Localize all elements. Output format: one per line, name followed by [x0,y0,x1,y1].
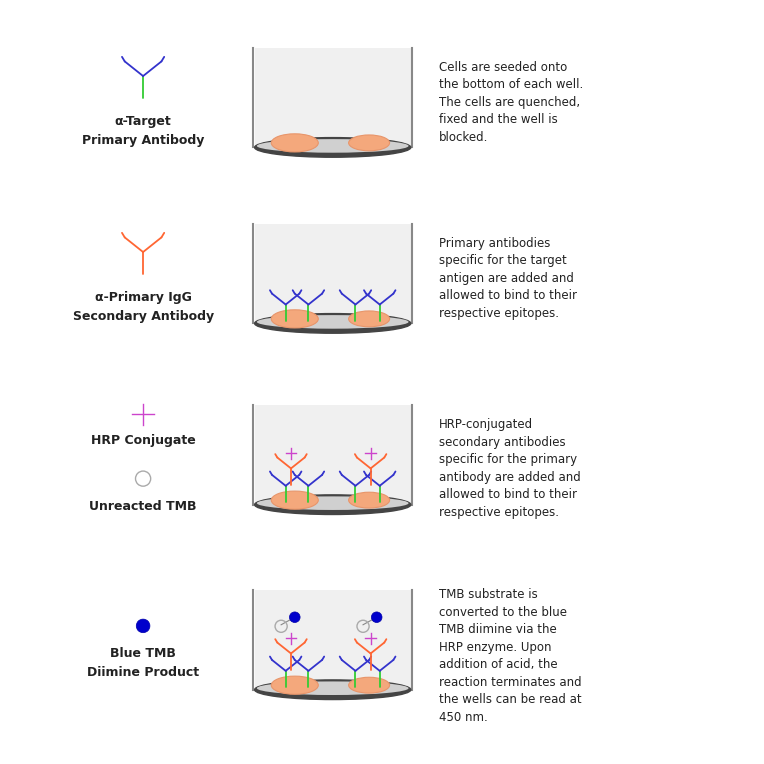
Circle shape [136,619,150,633]
Ellipse shape [271,676,319,694]
Ellipse shape [271,491,319,510]
Ellipse shape [348,311,390,327]
Text: HRP-conjugated
secondary antibodies
specific for the primary
antibody are added : HRP-conjugated secondary antibodies spec… [439,418,581,519]
Ellipse shape [257,497,409,510]
Text: Primary antibodies
specific for the target
antigen are added and
allowed to bind: Primary antibodies specific for the targ… [439,237,577,320]
Polygon shape [254,224,411,323]
Text: Blue TMB: Blue TMB [110,647,176,660]
Text: α-Primary IgG: α-Primary IgG [95,291,192,304]
Text: Secondary Antibody: Secondary Antibody [73,309,214,322]
Ellipse shape [254,313,411,333]
Circle shape [371,612,382,623]
Ellipse shape [254,680,411,700]
Ellipse shape [254,495,411,514]
Text: Primary Antibody: Primary Antibody [82,134,204,147]
Ellipse shape [257,681,409,695]
Ellipse shape [348,135,390,151]
Polygon shape [254,47,411,147]
Text: Diimine Product: Diimine Product [87,666,199,679]
Ellipse shape [254,138,411,157]
Polygon shape [254,405,411,505]
Polygon shape [254,590,411,690]
Ellipse shape [257,139,409,153]
Text: HRP Conjugate: HRP Conjugate [91,435,196,448]
Text: TMB substrate is
converted to the blue
TMB diimine via the
HRP enzyme. Upon
addi: TMB substrate is converted to the blue T… [439,588,581,724]
Text: Unreacted TMB: Unreacted TMB [89,500,197,513]
Ellipse shape [348,492,390,508]
Ellipse shape [257,315,409,329]
Text: Cells are seeded onto
the bottom of each well.
The cells are quenched,
fixed and: Cells are seeded onto the bottom of each… [439,61,583,144]
Ellipse shape [271,310,319,328]
Circle shape [290,612,300,623]
Ellipse shape [271,134,319,152]
Ellipse shape [348,677,390,693]
Text: α-Target: α-Target [115,115,171,128]
